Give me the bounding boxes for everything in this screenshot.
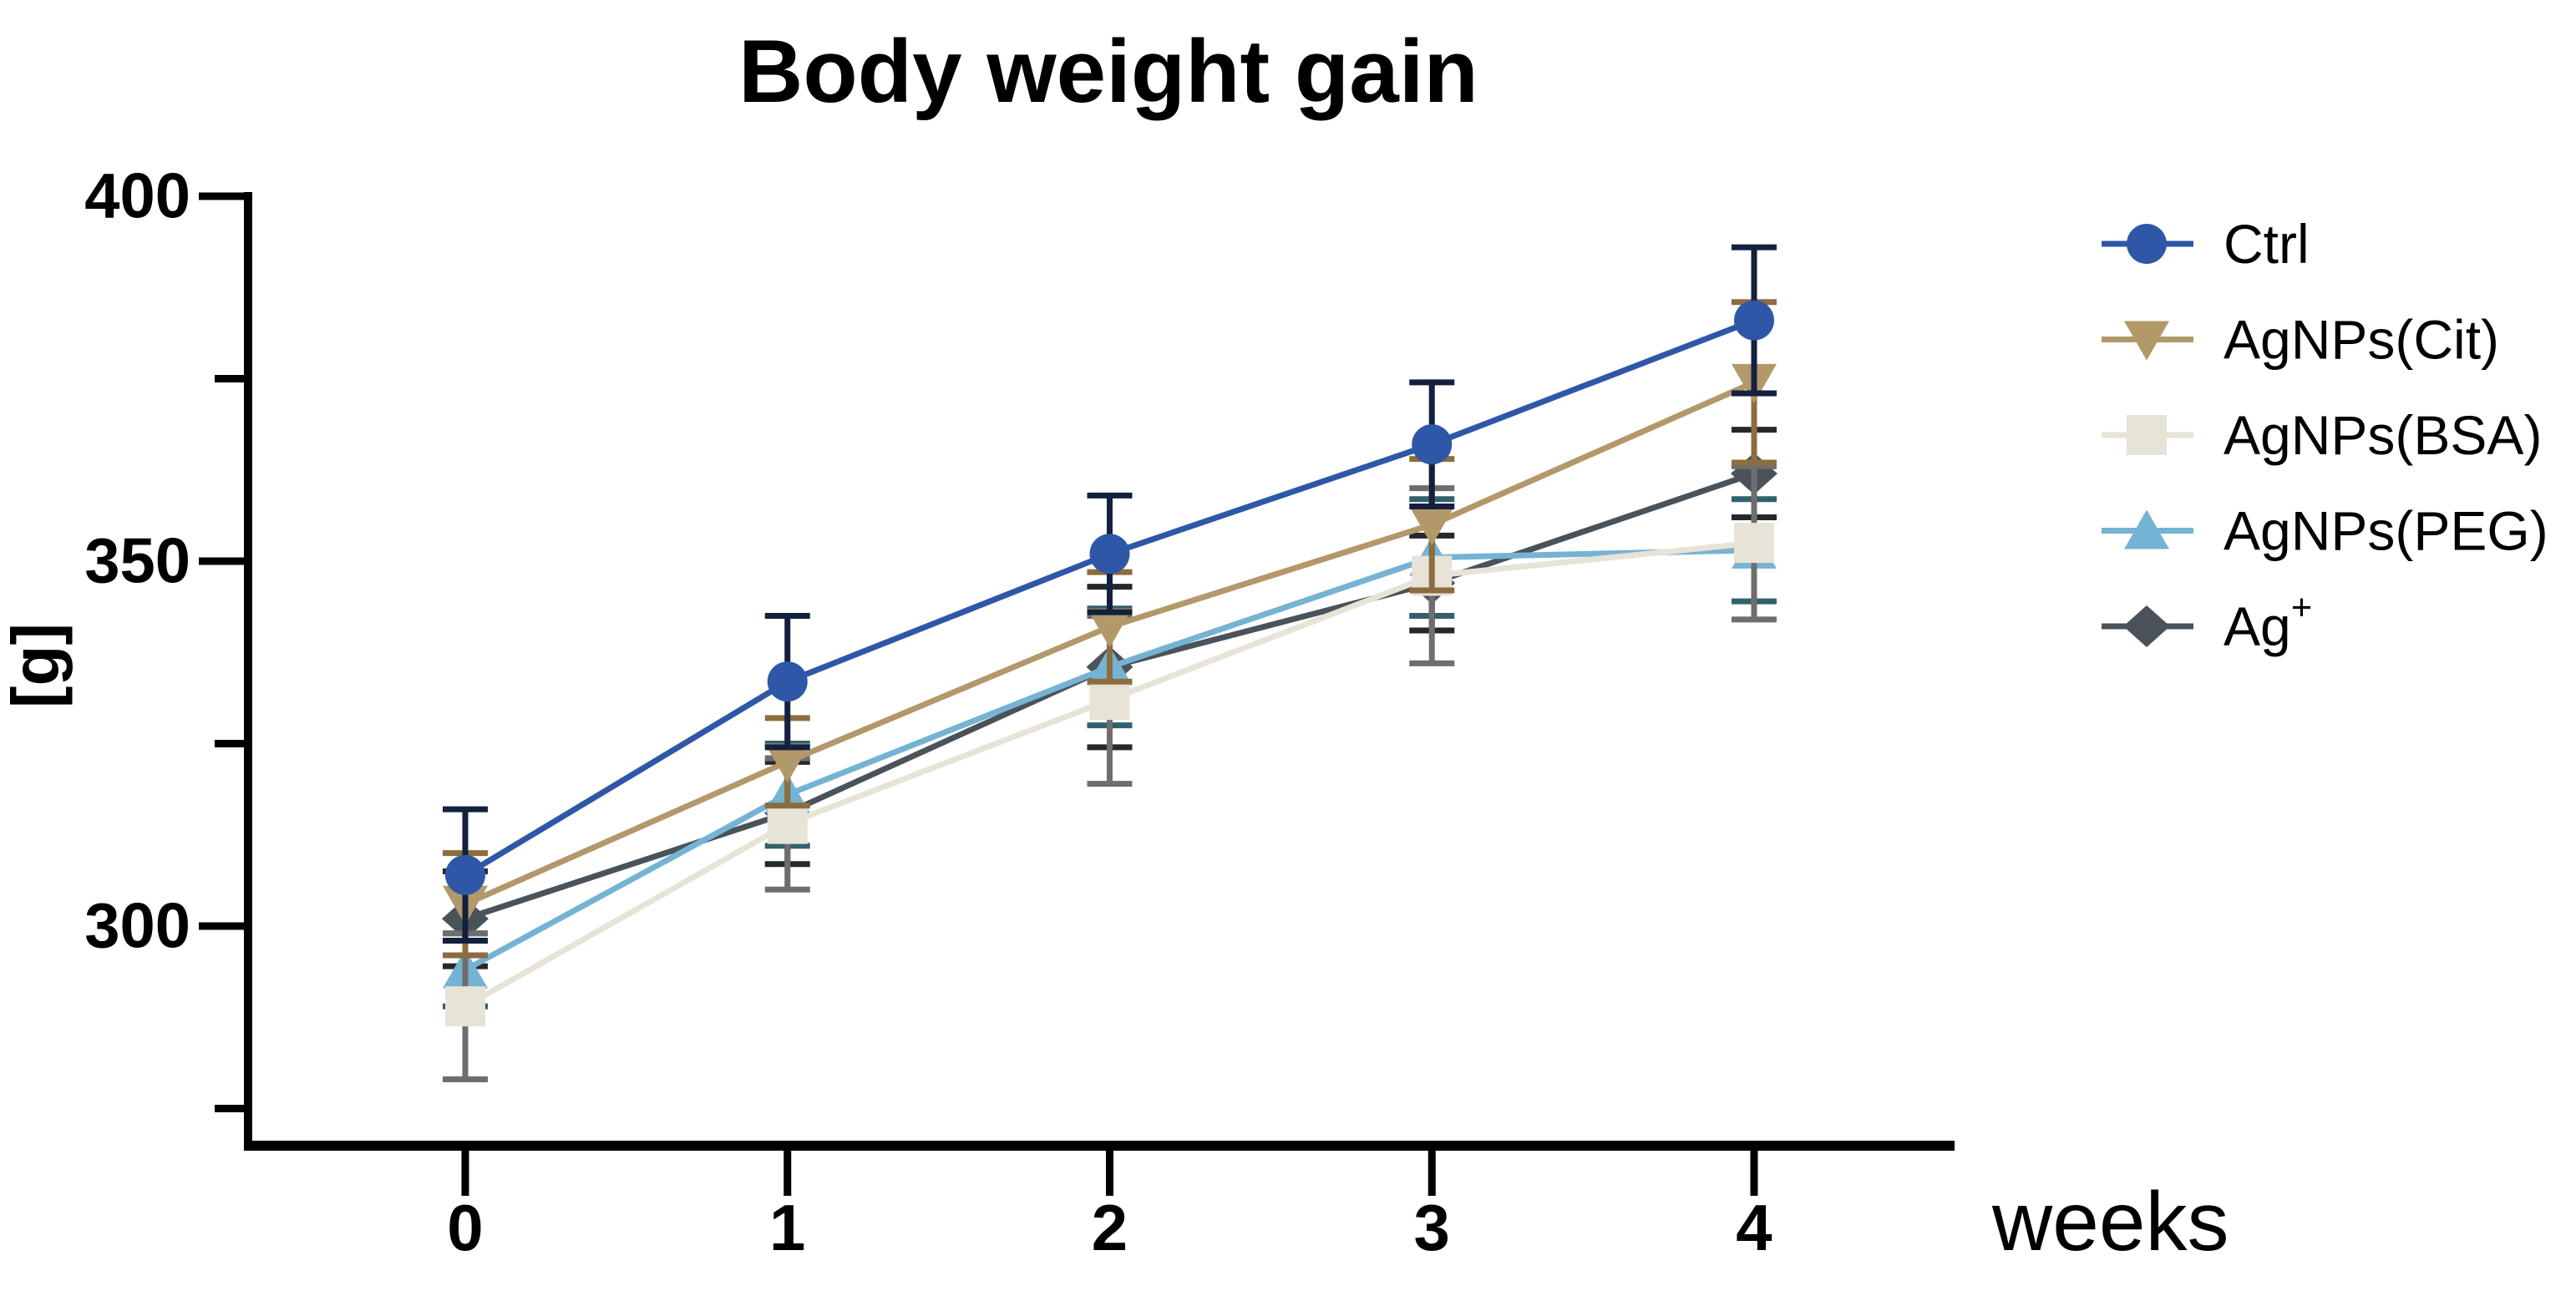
legend-label: AgNPs(Cit) xyxy=(2224,309,2499,371)
data-point-marker xyxy=(1734,523,1774,564)
chart-title: Body weight gain xyxy=(738,21,1478,121)
legend-item-ctrl: Ctrl xyxy=(2102,213,2310,275)
data-point-marker xyxy=(1089,534,1130,575)
data-point-marker xyxy=(1412,424,1453,465)
data-point-marker xyxy=(767,803,808,844)
legend-marker-triangle-down-icon xyxy=(2124,321,2169,361)
legend-marker-square-icon xyxy=(2127,415,2167,455)
axes-layer: 400 350 300 0 1 2 3 4 xyxy=(84,161,1955,1264)
legend-item-agnps-peg-: AgNPs(PEG) xyxy=(2102,500,2548,562)
data-point-marker xyxy=(445,986,485,1027)
legend-label: Ctrl xyxy=(2224,213,2310,275)
data-point-marker xyxy=(1409,506,1455,546)
chart-legend: Ctrl AgNPs(Cit) AgNPs(BSA) AgNPs(PEG) Ag+ xyxy=(2102,213,2548,657)
legend-item-agnps-bsa-: AgNPs(BSA) xyxy=(2102,404,2542,466)
legend-item-agnps-cit-: AgNPs(Cit) xyxy=(2102,309,2499,371)
x-axis-label: weeks xyxy=(1991,1175,2229,1268)
legend-label: AgNPs(PEG) xyxy=(2224,500,2548,562)
series-layer xyxy=(442,244,1777,1083)
data-point-marker xyxy=(764,743,810,783)
data-point-marker xyxy=(1087,608,1133,648)
legend-label: AgNPs(BSA) xyxy=(2224,404,2542,466)
y-axis-label: [g] xyxy=(0,623,73,708)
x-axis-tick-label: 3 xyxy=(1414,1191,1450,1264)
data-point-marker xyxy=(1089,680,1130,721)
series-agnps-cit- xyxy=(443,299,1777,959)
y-axis-tick-label: 400 xyxy=(84,161,190,232)
legend-marker-triangle-up-icon xyxy=(2124,509,2169,549)
legend-marker-diamond-icon xyxy=(2123,605,2170,647)
x-axis-tick-label: 2 xyxy=(1092,1191,1128,1264)
x-axis-tick-label: 0 xyxy=(447,1191,483,1264)
data-point-marker xyxy=(445,854,485,895)
legend-marker-circle-icon xyxy=(2127,224,2167,264)
data-point-marker xyxy=(767,661,808,702)
legend-item-ag: Ag+ xyxy=(2102,588,2312,657)
series-ctrl xyxy=(443,244,1777,944)
x-axis-tick-label: 4 xyxy=(1736,1191,1772,1264)
legend-label: Ag+ xyxy=(2224,588,2312,657)
y-axis-tick-label: 300 xyxy=(84,891,190,962)
data-point-marker xyxy=(1734,300,1774,341)
x-axis-tick-label: 1 xyxy=(769,1191,805,1264)
y-axis-tick-label: 350 xyxy=(84,526,190,597)
